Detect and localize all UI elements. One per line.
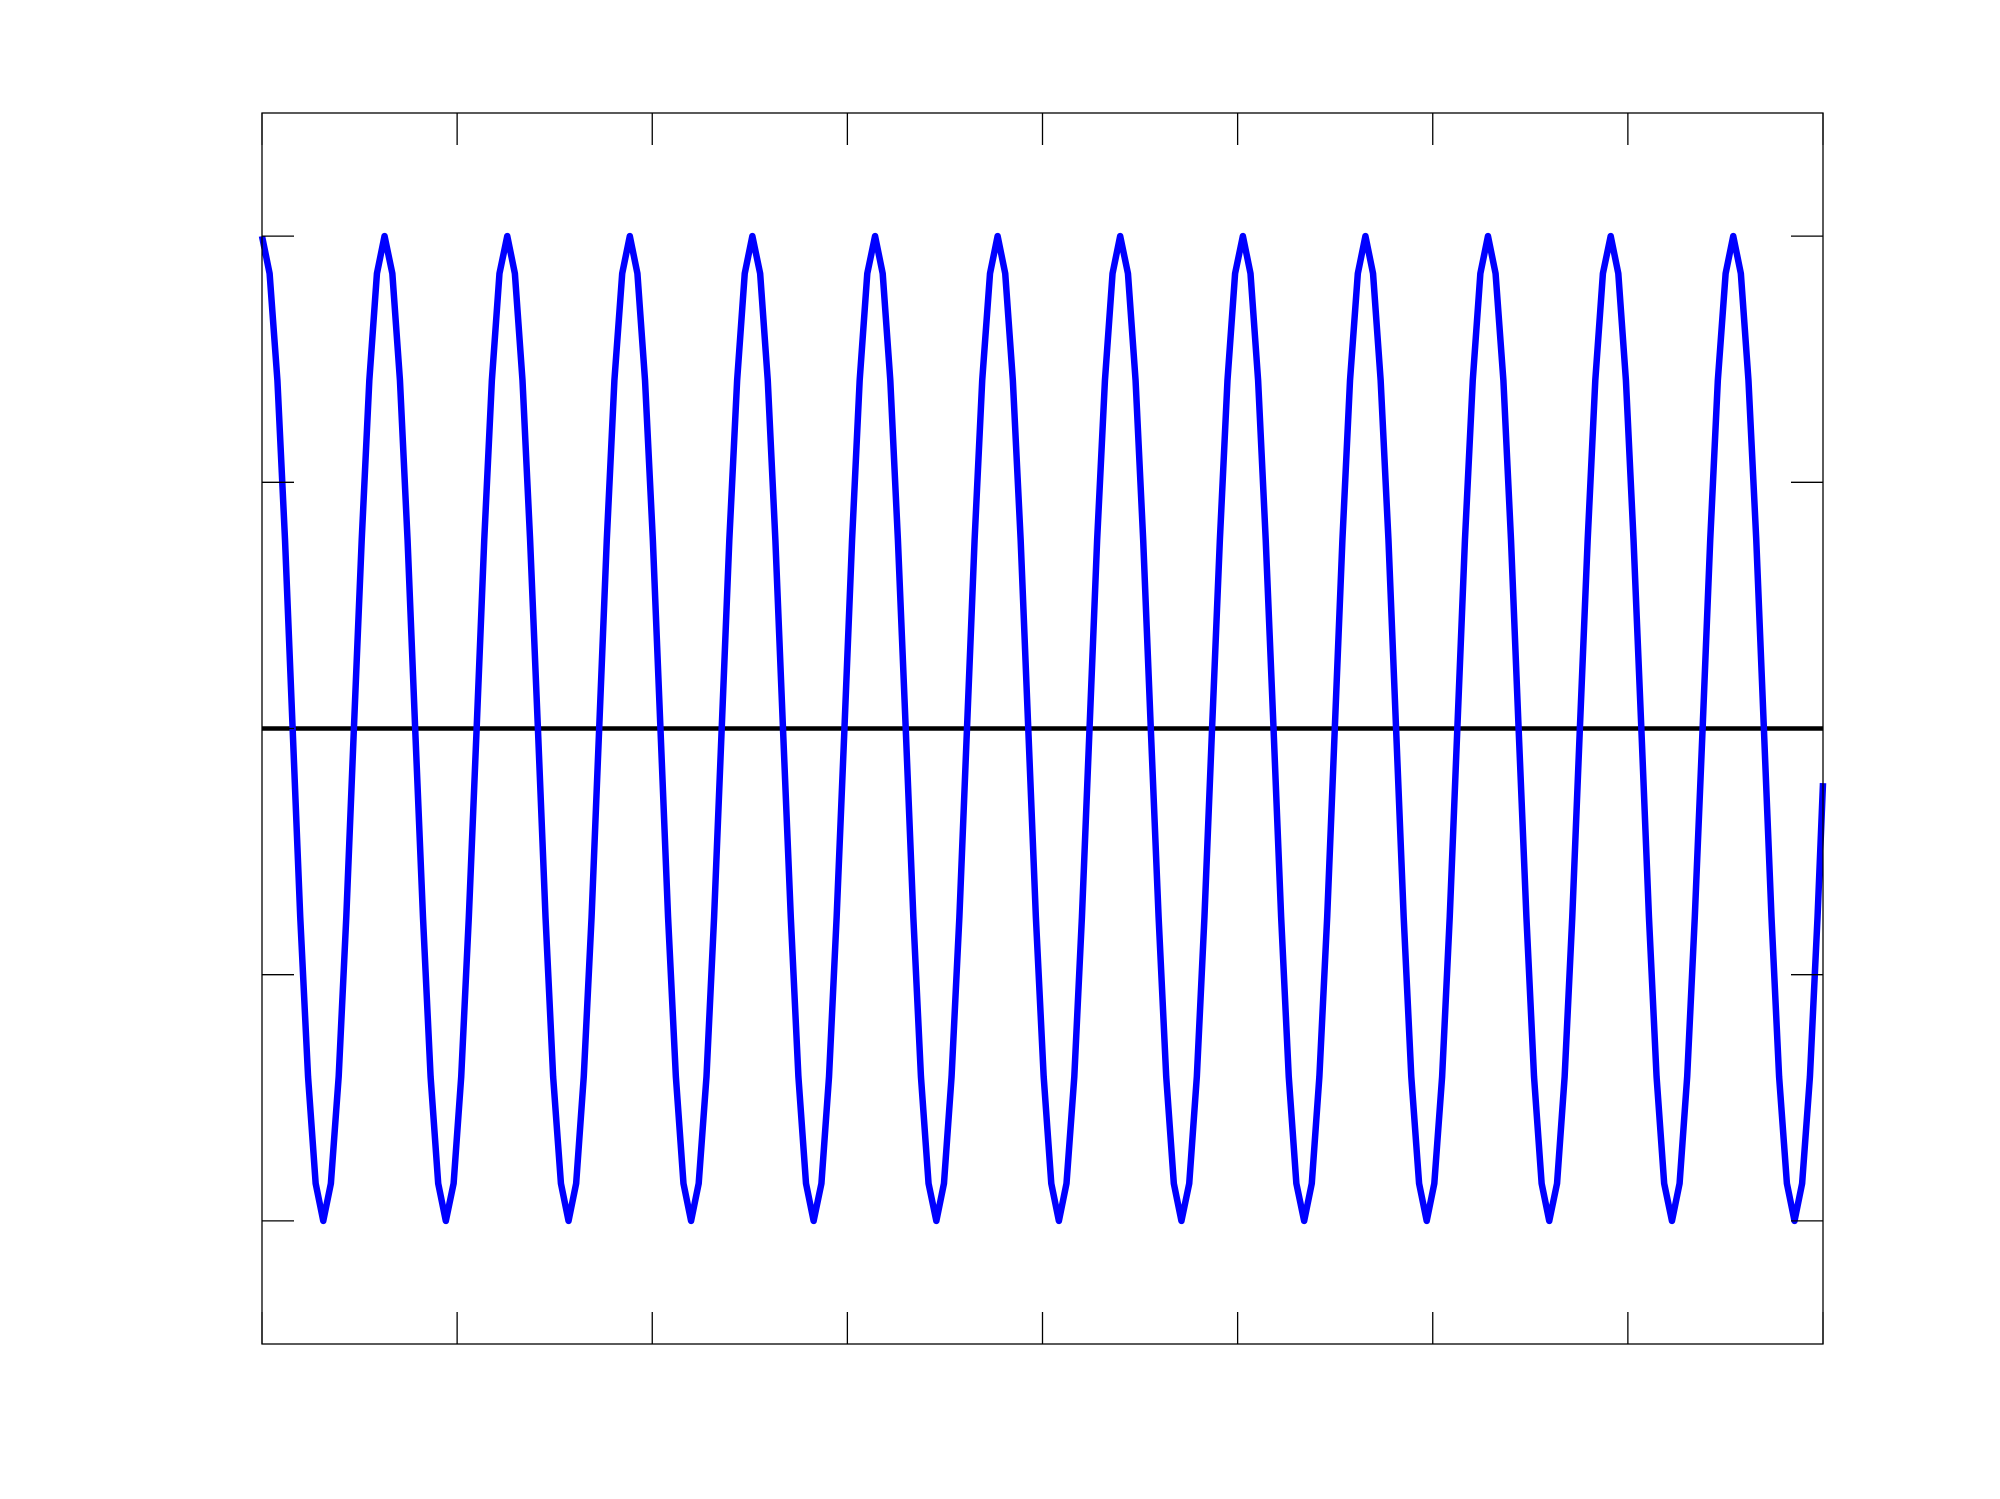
line-series (258, 232, 1827, 1225)
plot-area (258, 232, 1827, 1225)
